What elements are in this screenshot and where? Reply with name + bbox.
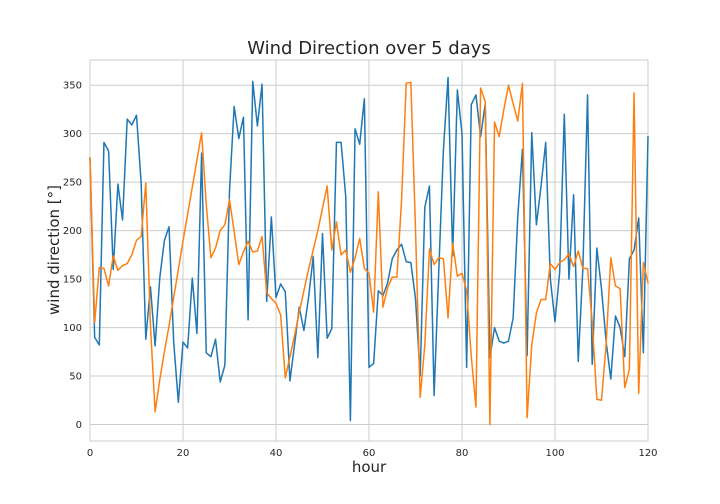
- x-tick-label: 80: [456, 448, 469, 459]
- x-axis-label: hour: [352, 458, 387, 476]
- x-tick-labels: 0 20 40 60 80 100 120: [87, 448, 658, 459]
- series-line-1: [89, 76, 649, 422]
- axes-frame: [89, 59, 649, 442]
- y-tick-label: 250: [63, 178, 82, 189]
- x-tick-label: 60: [363, 448, 376, 459]
- y-tick-labels: 0 50 100 150 200 250 300 350: [63, 81, 82, 431]
- y-tick-label: 150: [63, 275, 82, 286]
- series-line-2: [89, 81, 649, 426]
- x-tick-label: 0: [87, 448, 93, 459]
- y-tick-label: 50: [69, 372, 82, 383]
- y-axis-label: wind direction [°]: [45, 185, 63, 315]
- x-tick-label: 100: [545, 448, 564, 459]
- y-tick-label: 100: [63, 323, 82, 334]
- x-tick-label: 120: [638, 448, 657, 459]
- y-tick-label: 300: [63, 129, 82, 140]
- x-tick-label: 20: [177, 448, 190, 459]
- axes-border: [89, 59, 649, 442]
- chart-title: Wind Direction over 5 days: [247, 38, 491, 59]
- series-lines: [89, 76, 649, 426]
- y-tick-label: 200: [63, 226, 82, 237]
- y-tick-label: 350: [63, 81, 82, 92]
- x-tick-label: 40: [270, 448, 283, 459]
- y-tick-label: 0: [76, 420, 82, 431]
